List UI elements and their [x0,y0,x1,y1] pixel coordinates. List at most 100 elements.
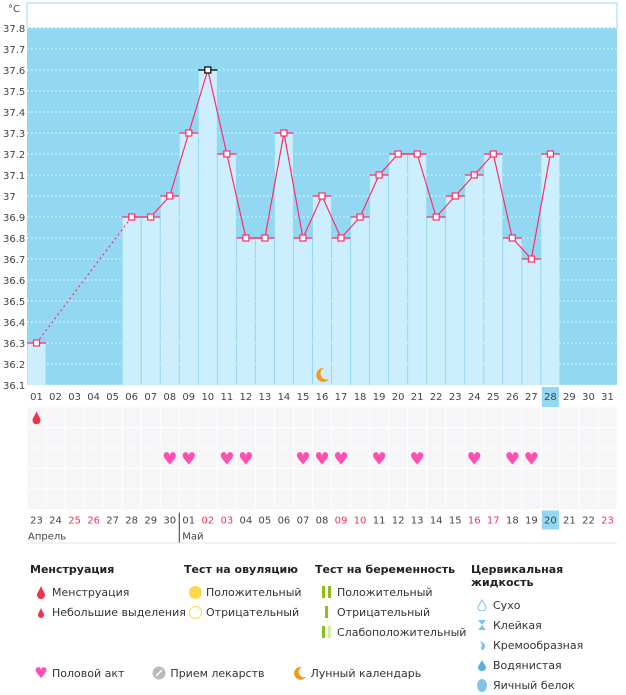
cycle-day-label: 07 [144,392,157,403]
creamy-icon [471,639,493,651]
event-cell [27,469,46,489]
y-tick-label: 36.9 [3,213,25,224]
event-cell [84,448,103,468]
event-cell [198,407,217,427]
cycle-day-label: 11 [220,392,233,403]
egg-white-icon [471,678,493,692]
event-cell [255,489,274,509]
event-cell [579,489,598,509]
legend-cervical: Цервикальная жидкость Сухо Клейкая Кремо… [471,563,626,695]
y-tick-label: 37.7 [3,45,25,56]
cycle-day-label: 18 [354,392,367,403]
event-cell [408,428,427,448]
event-cell [27,428,46,448]
event-cell [141,489,160,509]
event-cell [598,489,617,509]
y-tick-label: 37.1 [3,171,25,182]
y-tick-label: 36.7 [3,255,25,266]
legend-ovulation: Тест на овуляцию Положительный Отрицател… [184,563,302,622]
legend-label: Лунный календарь [310,666,422,680]
event-cell [122,428,141,448]
calendar-date: 26 [87,516,100,527]
event-cell [560,407,579,427]
event-cell [46,428,65,448]
event-cell [370,428,389,448]
event-cell [351,428,370,448]
cycle-day-label: 04 [87,392,100,403]
y-tick-label: 36.2 [3,360,25,371]
cycle-day-label: 23 [449,392,462,403]
y-tick-label: 37.6 [3,66,25,77]
event-cell [312,489,332,509]
event-cell [217,489,236,509]
calendar-date: 30 [163,516,176,527]
temperature-point [470,171,478,179]
legend-label: Водянистая [493,658,562,672]
event-cell [65,407,84,427]
event-cell [46,489,65,509]
event-cell [217,407,236,427]
calendar-date: 04 [240,516,253,527]
event-cell [484,489,503,509]
temperature-point [394,150,402,158]
temperature-point [527,255,535,263]
event-cell [427,428,446,448]
y-tick-label: 36.4 [3,318,25,329]
temperature-point [432,213,440,221]
temperature-bar [312,196,332,385]
calendar-date: 08 [316,516,329,527]
heart-icon: ♥ [314,449,329,469]
event-cell [446,448,465,468]
event-cell [389,469,408,489]
temperature-bar [332,238,351,385]
event-cell [293,407,312,427]
event-cell [503,428,522,448]
event-cell [141,407,160,427]
event-cell [560,448,579,468]
event-cell [389,428,408,448]
heart-icon: ♥ [295,449,310,469]
temperature-line-segment [321,195,342,239]
cycle-day-label: 22 [430,392,443,403]
temperature-bar [522,259,541,385]
heart-icon: ♥ [410,449,425,469]
calendar-date: 15 [449,516,462,527]
event-cell [65,469,84,489]
temperature-point [356,213,364,221]
temperature-bar [122,217,141,385]
event-cell [217,428,236,448]
event-cell [179,407,198,427]
event-cell [255,407,274,427]
event-cell [160,428,179,448]
y-tick-label: 37 [3,192,16,203]
event-cell [160,407,179,427]
temperature-line-segment [188,69,209,134]
event-cell [27,448,46,468]
heart-icon: ♥ [219,449,234,469]
one-line-icon [315,606,337,618]
temperature-point [508,234,516,242]
temperature-point [337,234,345,242]
event-cell [370,489,389,509]
event-cell [141,448,160,468]
calendar-date: 05 [259,516,272,527]
event-cell [332,428,351,448]
legend-label: Кремообразная [493,638,584,652]
event-cell [46,448,65,468]
y-tick-label: 36.1 [3,381,25,392]
legend-label: Отрицательный [206,605,300,619]
temperature-point [375,171,383,179]
y-axis-unit: °C [8,4,20,15]
event-cell [351,407,370,427]
event-cell [598,448,617,468]
event-cell [122,489,141,509]
calendar-date: 29 [144,516,157,527]
event-cell [427,407,446,427]
event-cell [84,489,103,509]
event-cell [332,469,351,489]
temperature-bar [198,70,217,385]
event-cell [122,469,141,489]
calendar-date: 16 [468,516,481,527]
temperature-point [185,129,193,137]
event-cell [408,469,427,489]
